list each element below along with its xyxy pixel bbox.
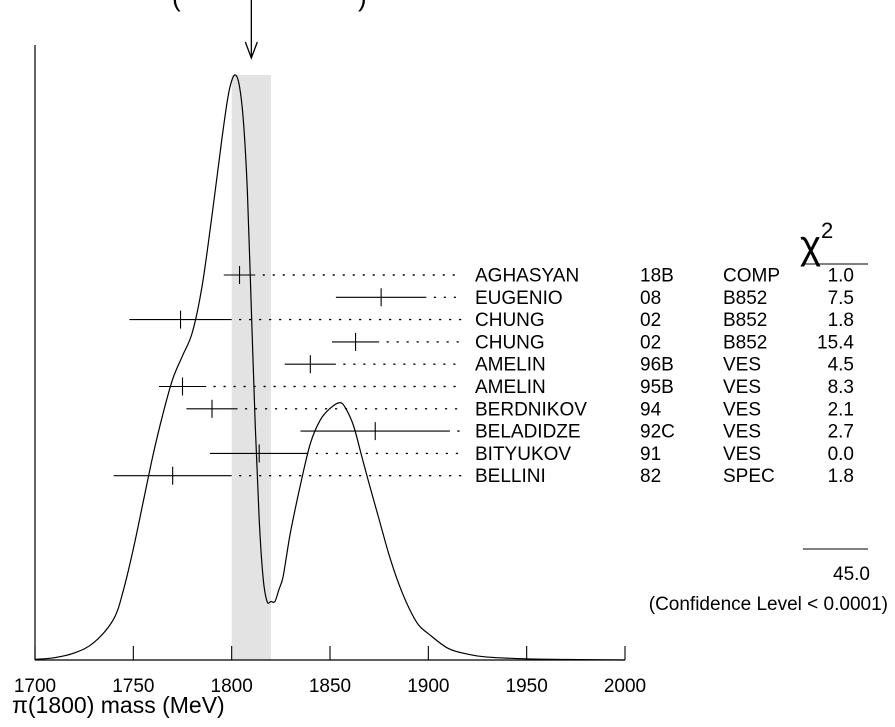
year-label: 02: [640, 310, 661, 331]
year-label: 95B: [640, 377, 674, 398]
technique-label: B852: [723, 332, 767, 353]
chi2-symbol: χ: [800, 223, 821, 267]
author-label: BELADIDZE: [475, 422, 581, 443]
average-arrow-head: [244, 41, 258, 60]
x-tick-label-1800: 1800: [211, 676, 253, 697]
year-label: 94: [640, 399, 662, 420]
x-tick-label-1750: 1750: [112, 676, 154, 697]
year-label: 96B: [640, 355, 674, 376]
year-label: 91: [640, 444, 661, 465]
author-label: EUGENIO: [475, 288, 563, 309]
chi2-header: χ2: [800, 218, 833, 267]
technique-label: COMP: [723, 266, 780, 287]
year-label: 02: [640, 332, 661, 353]
title-fragment-left: (: [172, 0, 181, 12]
chi2-exponent: 2: [821, 218, 833, 243]
year-label: 92C: [640, 422, 675, 443]
x-tick-label-1950: 1950: [506, 676, 548, 697]
x-axis-label: π(1800) mass (MeV): [12, 692, 225, 718]
technique-label: VES: [723, 399, 761, 420]
author-label: AMELIN: [475, 355, 546, 376]
x-tick-label-1850: 1850: [309, 676, 351, 697]
chi2-total: 45.0: [833, 564, 870, 585]
chi2-value: 1.8: [828, 466, 854, 487]
average-band: [231, 75, 271, 660]
chi2-value: 0.0: [828, 444, 854, 465]
chi2-value: 2.1: [828, 399, 854, 420]
title-fragment-right: ): [358, 0, 367, 12]
technique-label: VES: [723, 444, 761, 465]
author-label: BERDNIKOV: [475, 399, 587, 420]
chi2-value: 4.5: [828, 355, 854, 376]
author-label: CHUNG: [475, 310, 545, 331]
technique-label: B852: [723, 288, 767, 309]
author-label: AGHASYAN: [475, 266, 579, 287]
technique-label: B852: [723, 310, 767, 331]
chi2-value: 1.8: [828, 310, 854, 331]
technique-label: VES: [723, 377, 761, 398]
x-tick-label-2000: 2000: [604, 676, 646, 697]
year-label: 08: [640, 288, 661, 309]
author-label: BITYUKOV: [475, 444, 571, 465]
chi2-value: 7.5: [828, 288, 854, 309]
technique-label: VES: [723, 355, 761, 376]
author-label: AMELIN: [475, 377, 546, 398]
ideogram-curve: [34, 74, 626, 661]
confidence-note: (Confidence Level < 0.0001): [649, 594, 888, 615]
author-label: BELLINI: [475, 466, 546, 487]
chi2-value: 15.4: [817, 332, 854, 353]
chi2-value: 2.7: [828, 422, 854, 443]
technique-label: SPEC: [723, 466, 775, 487]
year-label: 82: [640, 466, 661, 487]
chi2-value: 8.3: [828, 377, 854, 398]
chi2-value: 1.0: [828, 266, 854, 287]
x-tick-label-1900: 1900: [407, 676, 449, 697]
year-label: 18B: [640, 266, 674, 287]
author-label: CHUNG: [475, 332, 545, 353]
technique-label: VES: [723, 422, 761, 443]
x-tick-label-1700: 1700: [14, 676, 56, 697]
